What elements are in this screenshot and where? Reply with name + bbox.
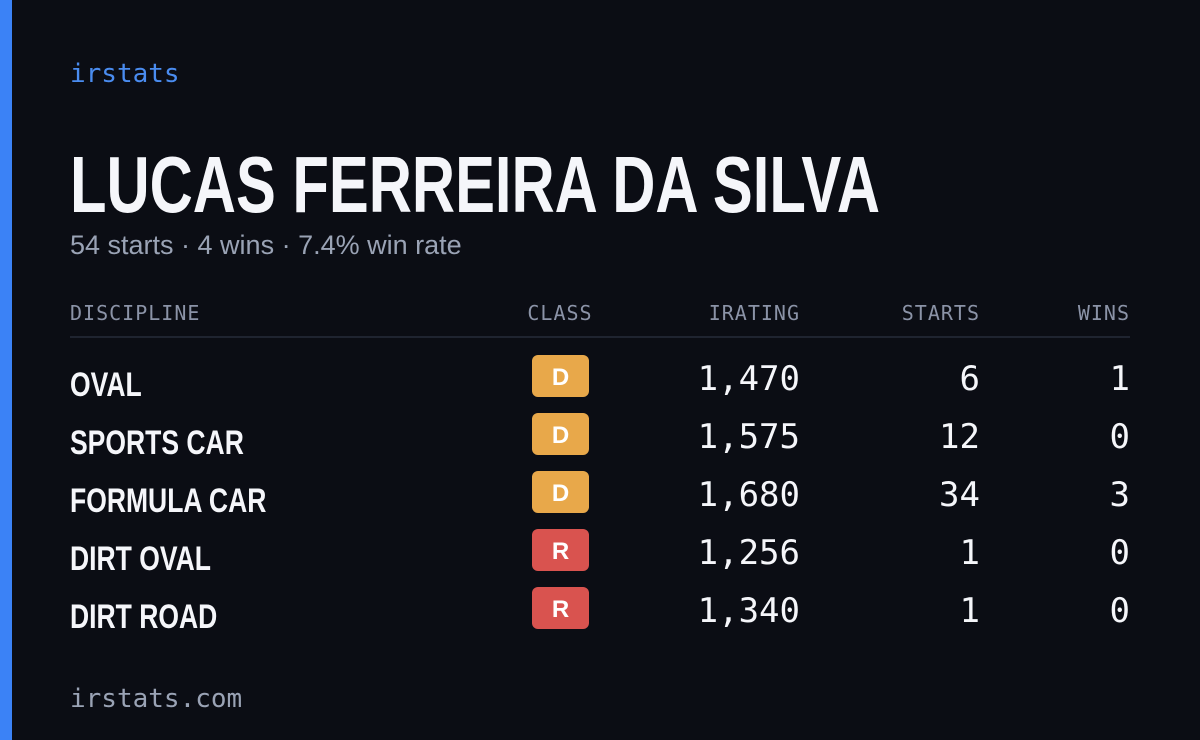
irating: 1,256 (698, 533, 800, 573)
starts: 6 (960, 359, 980, 399)
starts: 34 (939, 475, 980, 515)
driver-name: LUCAS FERREIRA DA SILVA (70, 140, 880, 229)
class-badge (532, 587, 589, 629)
class-label: D (552, 422, 569, 449)
class-label: D (552, 480, 569, 507)
brand: irstats (70, 59, 180, 89)
irating: 1,575 (698, 417, 800, 457)
accent-bar (0, 0, 12, 740)
class-badge (532, 529, 589, 571)
column-header: IRATING (709, 301, 800, 325)
wins: 0 (1110, 417, 1130, 457)
starts: 1 (960, 591, 980, 631)
summary: 54 starts · 4 wins · 7.4% win rate (70, 230, 462, 260)
column-header: STARTS (902, 301, 980, 325)
starts: 12 (939, 417, 980, 457)
class-label: R (552, 538, 569, 565)
column-header: CLASS (527, 301, 592, 325)
class-label: D (552, 364, 569, 391)
irating: 1,680 (698, 475, 800, 515)
irating: 1,470 (698, 359, 800, 399)
starts: 1 (960, 533, 980, 573)
footer: irstats.com (70, 684, 242, 714)
class-badge (532, 471, 589, 513)
discipline: OVAL (70, 366, 142, 404)
wins: 1 (1110, 359, 1130, 399)
class-label: R (552, 596, 569, 623)
column-header: WINS (1078, 301, 1130, 325)
column-header: DISCIPLINE (70, 301, 200, 325)
wins: 0 (1110, 533, 1130, 573)
discipline: DIRT OVAL (70, 540, 211, 578)
discipline: SPORTS CAR (70, 424, 244, 462)
wins: 0 (1110, 591, 1130, 631)
discipline: DIRT ROAD (70, 598, 217, 636)
wins: 3 (1110, 475, 1130, 515)
class-badge (532, 413, 589, 455)
discipline: FORMULA CAR (70, 482, 266, 520)
class-badge (532, 355, 589, 397)
irating: 1,340 (698, 591, 800, 631)
